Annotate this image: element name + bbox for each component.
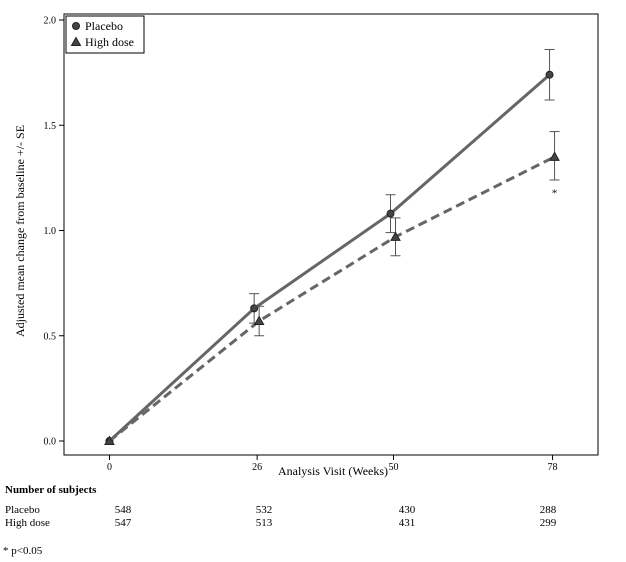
series-layer: *: [104, 48, 560, 445]
subjects-count: 513: [255, 517, 273, 529]
subjects-count: 547: [114, 517, 132, 529]
y-tick-label: 0.0: [44, 437, 57, 448]
subjects-count: 288: [539, 504, 557, 516]
significance-marker: *: [552, 188, 558, 200]
line-chart: 0.0 0.5 1.0 1.5 2.0 0 26 50 78 * Placebo High do…: [13, 13, 599, 478]
series-line-placebo: [108, 73, 551, 443]
x-tick-label: 50: [388, 462, 398, 473]
y-axis-label: Adjusted mean change from baseline +/- S…: [13, 125, 27, 337]
subjects-count: 532: [255, 504, 273, 516]
subjects-count: 548: [114, 504, 132, 516]
data-point: [386, 209, 395, 218]
subjects-count: 431: [398, 517, 416, 529]
footnote: * p<0.05: [3, 545, 43, 557]
y-tick-label: 1.0: [44, 226, 57, 237]
legend: Placebo High dose: [65, 15, 145, 54]
x-tick-label: 0: [107, 462, 112, 473]
y-tick-label: 2.0: [44, 16, 57, 27]
plot-area: [63, 13, 599, 456]
x-tick-label: 26: [252, 462, 262, 473]
data-point: [253, 315, 265, 326]
subjects-row-placebo: Placebo 548 532 430 288: [5, 504, 605, 517]
y-tick-label: 0.5: [44, 331, 57, 342]
subjects-row-label: Placebo: [5, 504, 40, 516]
subjects-count: 299: [539, 517, 557, 529]
legend-box: [65, 15, 145, 54]
series-line-high-dose: [108, 155, 556, 443]
data-point: [549, 151, 560, 161]
legend-marker: [72, 22, 80, 30]
subjects-row-high-dose: High dose 547 513 431 299: [5, 517, 605, 530]
legend-label: Placebo: [85, 19, 123, 33]
legend-marker: [70, 36, 82, 46]
subjects-count: 430: [398, 504, 416, 516]
x-axis-label: Analysis Visit (Weeks): [278, 464, 388, 478]
data-point: [545, 70, 554, 79]
data-point: [390, 231, 401, 241]
y-axis: 0.0 0.5 1.0 1.5 2.0: [44, 16, 64, 448]
plot-frame: [63, 13, 599, 456]
subjects-table-title: Number of subjects: [5, 484, 97, 496]
data-point: [104, 435, 115, 445]
x-axis: 0 26 50 78: [107, 455, 558, 473]
legend-label: High dose: [85, 35, 134, 49]
subjects-row-label: High dose: [5, 517, 50, 529]
x-tick-label: 78: [548, 462, 558, 473]
y-tick-label: 1.5: [44, 121, 57, 132]
